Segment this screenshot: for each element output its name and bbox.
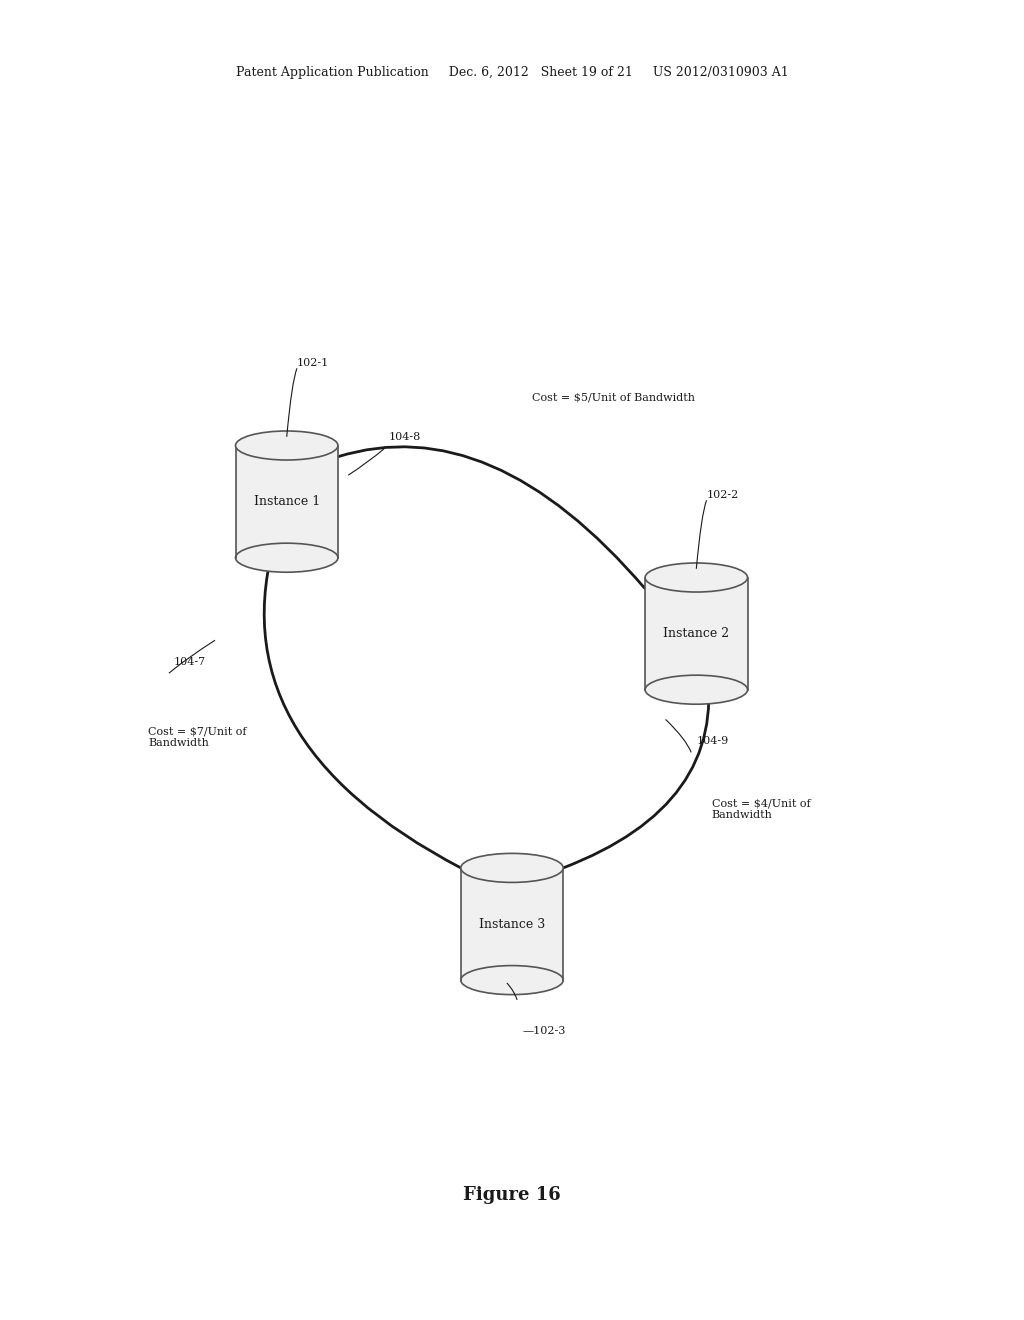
Text: 104-9: 104-9 — [696, 735, 728, 746]
Text: 104-8: 104-8 — [389, 432, 421, 442]
Text: 104-7: 104-7 — [174, 656, 206, 667]
Text: Cost = $4/Unit of
Bandwidth: Cost = $4/Unit of Bandwidth — [712, 799, 810, 820]
FancyBboxPatch shape — [461, 869, 563, 979]
Ellipse shape — [645, 562, 748, 591]
Ellipse shape — [461, 966, 563, 995]
Text: Figure 16: Figure 16 — [463, 1185, 561, 1204]
Ellipse shape — [236, 430, 338, 461]
Ellipse shape — [236, 544, 338, 572]
Text: Instance 3: Instance 3 — [479, 917, 545, 931]
Text: Instance 1: Instance 1 — [254, 495, 319, 508]
Ellipse shape — [461, 854, 563, 883]
Ellipse shape — [645, 675, 748, 704]
Text: 102-2: 102-2 — [707, 490, 738, 500]
Text: Instance 2: Instance 2 — [664, 627, 729, 640]
Text: Cost = $5/Unit of Bandwidth: Cost = $5/Unit of Bandwidth — [532, 392, 695, 403]
FancyBboxPatch shape — [645, 578, 748, 689]
Text: Cost = $7/Unit of
Bandwidth: Cost = $7/Unit of Bandwidth — [148, 726, 247, 747]
Text: Patent Application Publication     Dec. 6, 2012   Sheet 19 of 21     US 2012/031: Patent Application Publication Dec. 6, 2… — [236, 66, 788, 79]
Text: —102-3: —102-3 — [522, 1027, 565, 1036]
Text: 102-1: 102-1 — [297, 358, 329, 368]
FancyBboxPatch shape — [236, 446, 338, 557]
